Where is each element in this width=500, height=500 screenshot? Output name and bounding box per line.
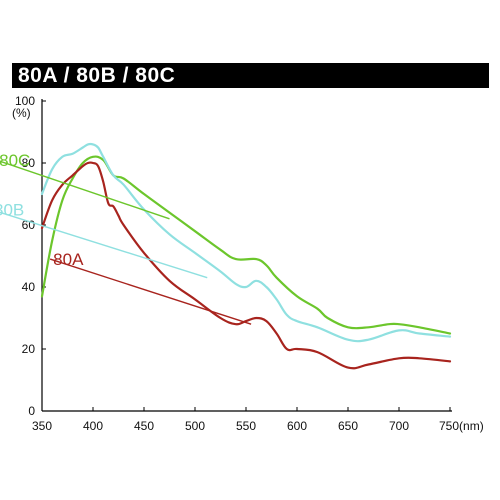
series-label-80b: 80B	[0, 201, 24, 220]
x-tick-label: 450	[134, 419, 154, 433]
chart-ticks	[41, 100, 451, 412]
series-label-80a: 80A	[53, 250, 84, 269]
leader-line-80b	[0, 211, 208, 279]
chart-title: 80A / 80B / 80C	[18, 64, 176, 87]
series-line-80a	[40, 161, 452, 370]
title-bar: 80A / 80B / 80C	[12, 63, 489, 88]
chart-series-labels: 80C 80B 80A	[0, 151, 252, 325]
y-tick-label: 80	[22, 156, 36, 170]
chart-series-lines	[40, 142, 452, 370]
y-tick-label: 60	[22, 218, 36, 232]
x-tick-label: 350	[32, 419, 52, 433]
x-tick-label: 500	[185, 419, 205, 433]
x-tick-label: 750(nm)	[439, 419, 484, 433]
series-line-80c	[40, 155, 452, 335]
x-tick-label: 600	[287, 419, 307, 433]
x-tick-label: 650	[338, 419, 358, 433]
x-tick-label: 550	[236, 419, 256, 433]
chart-axes	[41, 99, 452, 412]
x-tick-label: 400	[83, 419, 103, 433]
x-tick-label: 700	[389, 419, 409, 433]
y-tick-label: 40	[22, 280, 36, 294]
y-tick-label: 0	[28, 404, 35, 418]
chart-tick-labels: 0 20 40 60 80 100(%) 350 400 450 500 550 600 650 700 7…	[12, 94, 484, 433]
leader-line-80a	[49, 258, 252, 325]
series-label-80c: 80C	[0, 151, 30, 170]
y-tick-label: 20	[22, 342, 36, 356]
y-tick-label: 100	[15, 94, 35, 108]
leader-line-80c	[0, 160, 170, 220]
series-line-80b	[40, 142, 452, 343]
y-unit-label: (%)	[12, 106, 31, 120]
